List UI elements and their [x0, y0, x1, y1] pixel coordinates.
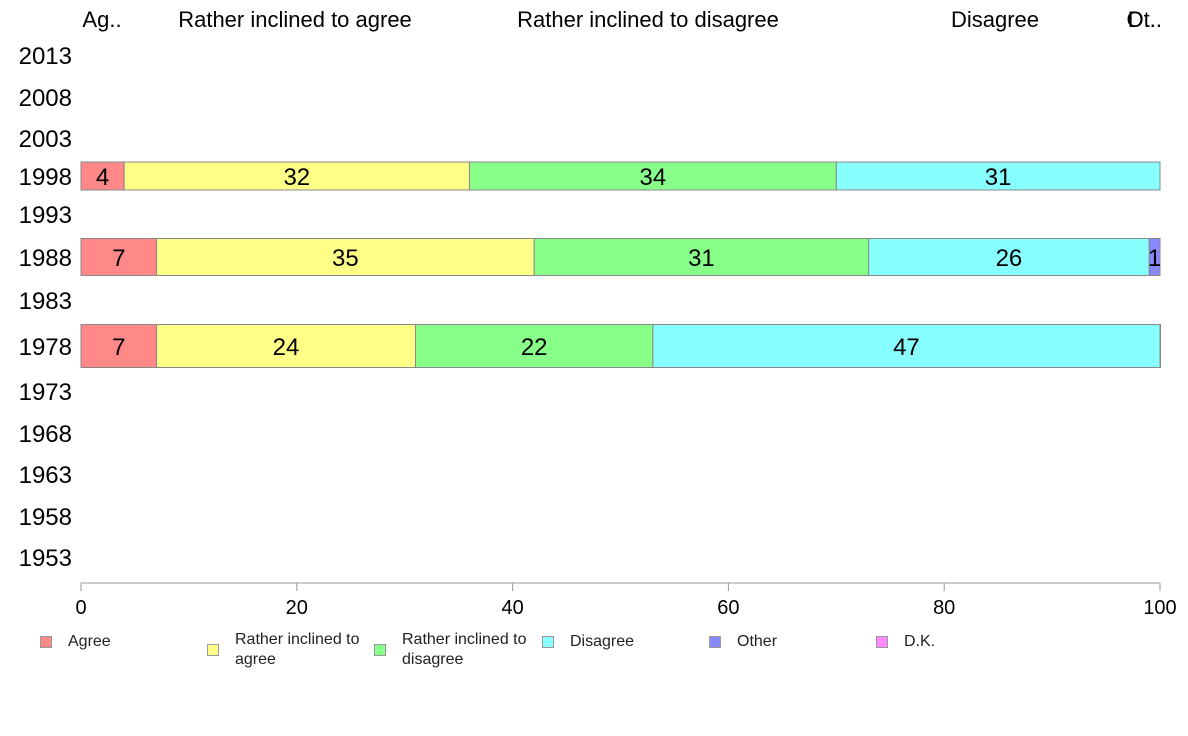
y-tick-label-1993: 1993 [19, 202, 72, 229]
bar-1988-agree [80, 238, 158, 276]
segment-header-rather-inclined-to-agree: Rather inclined to agree [178, 7, 412, 32]
y-tick-label-1963: 1963 [19, 462, 72, 489]
data-label-1998-agree: 4 [96, 164, 109, 191]
legend-swatch-disagree [542, 636, 554, 648]
bars-group: 4 32 34 31 7 35 31 26 1 7 24 22 47 [80, 161, 1161, 368]
data-label-1978-rather-inclined-to-disagree: 22 [521, 334, 548, 361]
segment-header-ag: Ag.. [82, 7, 121, 32]
data-label-1998-disagree: 31 [985, 164, 1012, 191]
x-tick-label-80: 80 [933, 597, 955, 619]
segment-header-disagree: Disagree [951, 7, 1039, 32]
y-tick-label-1968: 1968 [19, 421, 72, 448]
bar-1988-rather-inclined-to-agree [156, 238, 535, 276]
data-label-1998-rather-inclined-to-disagree: 34 [640, 164, 667, 191]
legend: Agree Rather inclined to agree Rather in… [0, 630, 1188, 692]
legend-swatch-dk [876, 636, 888, 648]
x-tick-label-60: 60 [717, 597, 739, 619]
legend-label-dk: D.K. [904, 633, 936, 650]
segment-header-d: D... [1128, 7, 1162, 32]
legend-swatch-rather-disagree [374, 644, 386, 656]
y-tick-label-2013: 2013 [19, 43, 72, 70]
segment-header-labels: Ag.. Rather inclined to agree Rather incli… [82, 7, 1162, 32]
legend-swatch-other [709, 636, 721, 648]
data-label-1988-rather-inclined-to-disagree: 31 [688, 245, 715, 272]
bar-1978-disagree [652, 324, 1161, 368]
bar-1988-disagree [868, 238, 1150, 276]
data-label-1998-rather-inclined-to-agree: 32 [283, 164, 310, 191]
legend-label-other: Other [737, 633, 778, 650]
bar-1998-rather-inclined-to-agree [123, 161, 470, 191]
data-label-1978-disagree: 47 [893, 334, 920, 361]
data-label-1988-rather-inclined-to-agree: 35 [332, 245, 359, 272]
stacked-bar-chart: Ag.. Rather inclined to agree Rather incli… [19, 7, 1177, 619]
x-tick-label-20: 20 [286, 597, 308, 619]
bar-1988-rather-inclined-to-disagree [533, 238, 870, 276]
y-tick-label-1953: 1953 [19, 545, 72, 572]
legend-item-rather-disagree: Rather inclined to disagree [374, 630, 542, 670]
y-tick-label-1978: 1978 [19, 334, 72, 361]
legend-label-disagree: Disagree [570, 633, 635, 650]
bar-1978-other [1159, 324, 1161, 368]
bar-1998-agree [80, 161, 125, 191]
legend-label-agree: Agree [68, 633, 111, 650]
bar-1988-other [1148, 238, 1161, 276]
y-tick-label-2008: 2008 [19, 85, 72, 112]
data-label-1988-other: 1 [1148, 245, 1161, 272]
bar-1998-rather-inclined-to-disagree [468, 161, 837, 191]
segment-header-rather-inclined-to-disagree: Rather inclined to disagree [517, 7, 779, 32]
bar-1978-agree [80, 324, 158, 368]
bar-1978-rather-inclined-to-agree [156, 324, 416, 368]
x-axis: 0 20 40 60 80 100 [75, 582, 1177, 619]
segment-header-ot: Ot.. [1127, 7, 1162, 32]
y-tick-label-1973: 1973 [19, 379, 72, 406]
legend-label-rather-disagree: Rather inclined to disagree [402, 631, 527, 668]
x-tick-label-100: 100 [1143, 597, 1176, 619]
bar-1998-disagree [835, 161, 1161, 191]
legend-item-dk: D.K. [876, 632, 1044, 652]
legend-swatch-rather-agree [207, 644, 219, 656]
legend-item-disagree: Disagree [542, 632, 710, 652]
data-label-1988-agree: 7 [112, 245, 125, 272]
legend-item-rather-agree: Rather inclined to agree [207, 630, 375, 670]
data-label-1988-disagree: 26 [996, 245, 1023, 272]
legend-item-other: Other [709, 632, 877, 652]
y-tick-label-1998: 1998 [19, 164, 72, 191]
x-tick-label-0: 0 [75, 597, 86, 619]
data-label-1978-rather-inclined-to-agree: 24 [273, 334, 300, 361]
legend-swatch-agree [40, 636, 52, 648]
y-tick-label-1958: 1958 [19, 504, 72, 531]
data-label-1978-agree: 7 [112, 334, 125, 361]
x-tick-label-40: 40 [501, 597, 523, 619]
y-axis-labels: 2013 2008 2003 1998 1993 1988 1983 1978 1973 1968… [19, 43, 72, 572]
bar-1978-rather-inclined-to-disagree [414, 324, 654, 368]
y-tick-label-1983: 1983 [19, 288, 72, 315]
legend-label-rather-agree: Rather inclined to agree [235, 631, 360, 668]
y-tick-label-2003: 2003 [19, 126, 72, 153]
y-tick-label-1988: 1988 [19, 245, 72, 272]
legend-item-agree: Agree [40, 632, 208, 652]
